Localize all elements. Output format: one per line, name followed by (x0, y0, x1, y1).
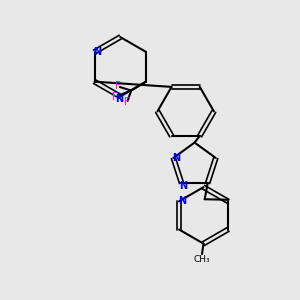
Text: N: N (93, 47, 101, 57)
Text: F: F (112, 92, 118, 101)
Text: F: F (115, 81, 121, 91)
Text: CH₃: CH₃ (194, 255, 210, 264)
Text: N: N (172, 153, 180, 163)
Text: F: F (124, 98, 130, 107)
Text: N: N (115, 94, 123, 104)
Text: N: N (179, 181, 187, 191)
Text: N: N (178, 196, 187, 206)
